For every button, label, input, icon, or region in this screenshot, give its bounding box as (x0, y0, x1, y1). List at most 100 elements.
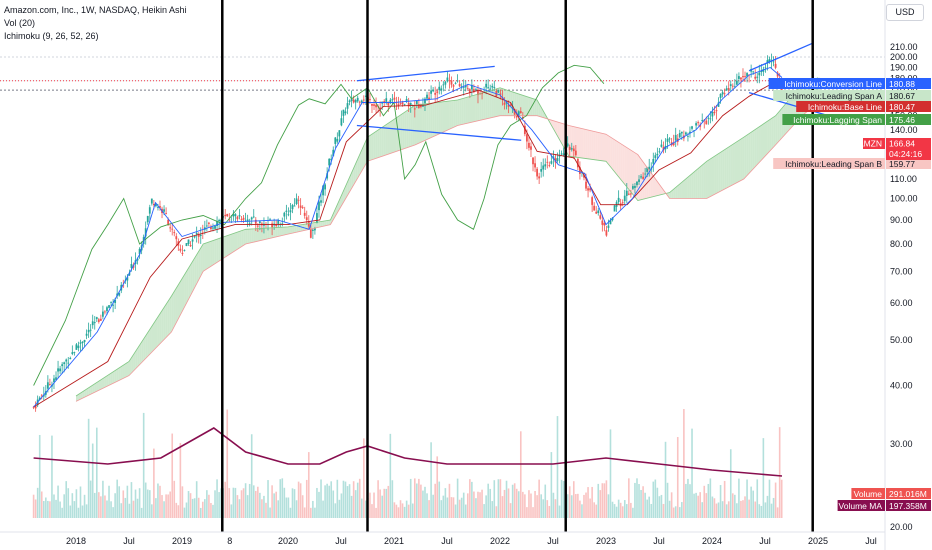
candle-body (491, 85, 494, 88)
cloud-segment (760, 124, 763, 161)
cloud-segment (434, 102, 437, 136)
volume-bar (699, 492, 701, 518)
x-tick-label: Jul (441, 536, 453, 546)
cloud-segment (709, 157, 712, 197)
volume-bar (634, 482, 636, 518)
cloud-segment (444, 101, 447, 132)
candle-body (277, 220, 280, 224)
volume-bar (71, 493, 74, 518)
candle-body (108, 305, 110, 308)
cloud-segment (90, 385, 93, 395)
cloud-segment (184, 272, 187, 308)
cloud-segment (275, 227, 278, 237)
volume-bar (379, 489, 381, 518)
cloud-segment (455, 100, 458, 127)
candle-body (369, 99, 371, 100)
volume-bar (758, 504, 761, 518)
cloud-segment (740, 138, 743, 181)
volume-bar (650, 503, 653, 518)
cloud-segment (281, 227, 284, 236)
x-tick-label: Jul (653, 536, 665, 546)
candle-body (291, 205, 294, 210)
cloud-segment (691, 172, 694, 199)
volume-bar (53, 494, 55, 518)
cloud-segment (204, 242, 207, 271)
volume-bar (752, 490, 754, 518)
volume-bar (281, 478, 284, 518)
volume-bar (271, 485, 273, 518)
volume-bar (507, 488, 510, 518)
indicator-value-badge (886, 101, 931, 112)
candle-body (593, 205, 596, 211)
candle-body (687, 135, 689, 137)
candle-body (405, 98, 408, 102)
volume-bar (519, 431, 522, 518)
cloud-segment (689, 173, 692, 199)
candle-body (118, 293, 121, 296)
volume-bar (707, 483, 710, 518)
volume-indicator-label[interactable]: Vol (20) (4, 18, 36, 28)
volume-bar (409, 478, 412, 518)
volume-ma-line (33, 427, 783, 477)
volume-bar (711, 496, 714, 518)
volume-bar (666, 482, 669, 518)
x-tick-label: Jul (335, 536, 347, 546)
candle-body (574, 150, 577, 156)
cloud-segment (750, 131, 753, 172)
y-tick-label: 210.00 (890, 42, 918, 52)
candle-body (232, 213, 235, 217)
volume-bar (320, 479, 322, 518)
volume-bar (727, 501, 730, 518)
cloud-segment (82, 390, 85, 399)
volume-bar (407, 504, 410, 518)
volume-bar (517, 491, 520, 518)
cloud-segment (381, 126, 384, 157)
candle-body (362, 99, 365, 101)
cloud-segment (351, 169, 354, 190)
volume-bar (683, 409, 685, 518)
cloud-segment (661, 186, 664, 195)
volume-bar (181, 486, 184, 518)
candle-body (542, 165, 545, 170)
volume-bar (73, 501, 76, 518)
volume-bar (59, 501, 61, 518)
cloud-segment (457, 99, 460, 126)
indicator-name-text: Volume (854, 489, 883, 499)
x-tick-label: Jul (759, 536, 771, 546)
volume-bar (344, 481, 347, 518)
cloud-segment (118, 366, 121, 381)
candle-body (754, 76, 757, 79)
candle-body (97, 319, 100, 322)
cloud-segment (171, 292, 174, 332)
volume-bar (522, 491, 524, 518)
volume-bar (687, 478, 689, 518)
candle-body (77, 345, 80, 348)
cloud-segment (707, 159, 710, 198)
candle-body (497, 89, 500, 93)
candle-body (210, 226, 212, 230)
volume-bar (134, 489, 137, 518)
volume-bar (151, 504, 153, 518)
volume-bar (599, 490, 602, 518)
volume-bar (106, 500, 108, 518)
cloud-segment (161, 308, 164, 343)
cloud-segment (416, 104, 419, 145)
candle-body (632, 186, 634, 189)
volume-bar (532, 507, 534, 518)
volume-bar (766, 495, 769, 518)
candle-body (589, 188, 591, 191)
cloud-segment (379, 127, 382, 158)
currency-button[interactable]: USD (886, 4, 924, 21)
indicator-value-text: 180.47 (889, 102, 915, 112)
candle-body (766, 60, 769, 64)
cloud-segment (147, 330, 150, 357)
symbol-title[interactable]: Amazon.com, Inc., 1W, NASDAQ, Heikin Ash… (4, 5, 187, 15)
cloud-segment (100, 378, 103, 390)
candle-body (752, 71, 755, 73)
candle-body (452, 85, 455, 87)
cloud-segment (265, 228, 268, 240)
ichimoku-indicator-label[interactable]: Ichimoku (9, 26, 52, 26) (4, 31, 99, 41)
volume-bar (312, 500, 314, 518)
candle-body (740, 77, 742, 80)
